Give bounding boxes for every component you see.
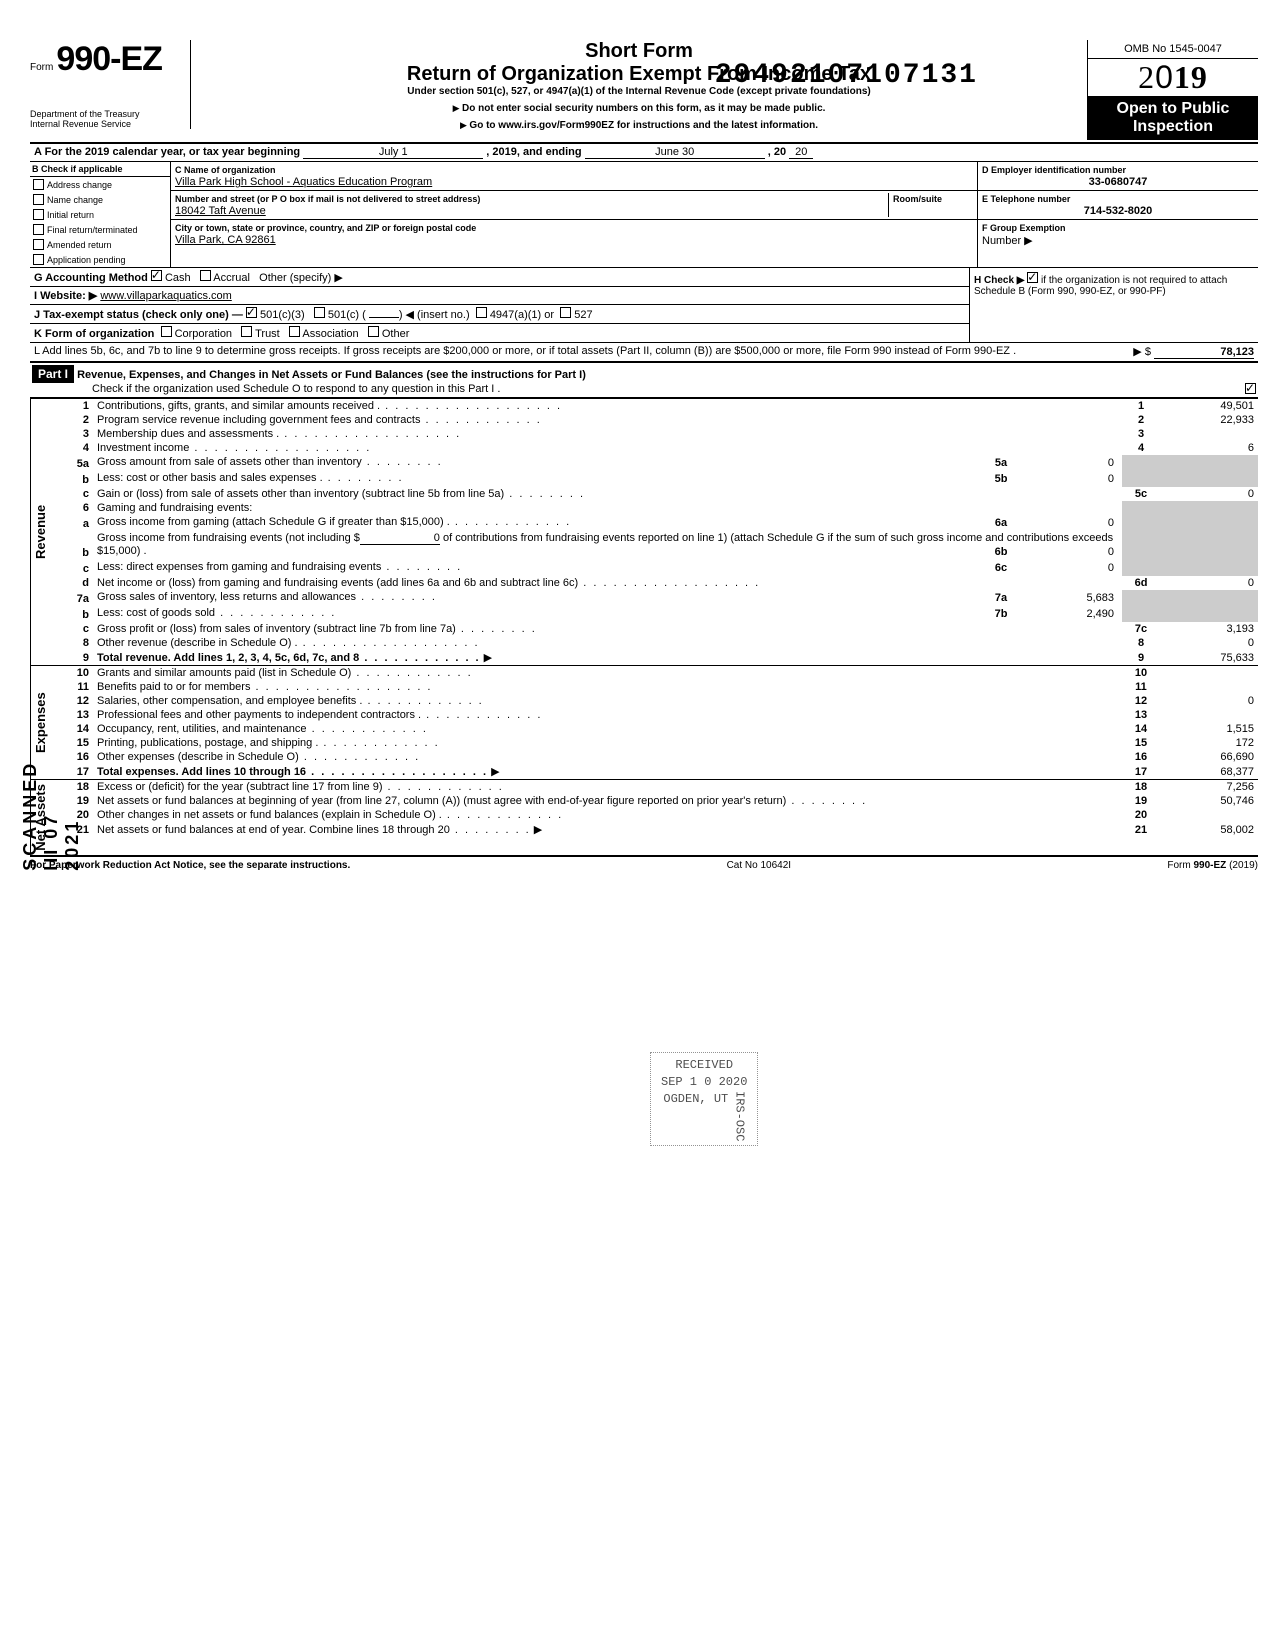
- chk-schedO[interactable]: [1245, 383, 1256, 394]
- received-stamp: RECEIVED SEP 1 0 2020 IRS-OSC OGDEN, UT: [650, 1052, 758, 1146]
- col-b: B Check if applicable Address change Nam…: [30, 162, 171, 267]
- form-header: Form 990-EZ Department of the Treasury I…: [30, 40, 1258, 144]
- chk-cash[interactable]: [151, 270, 162, 281]
- revenue-section: Revenue 1Contributions, gifts, grants, a…: [30, 398, 1258, 665]
- chk-501c[interactable]: [314, 307, 325, 318]
- omb-no: OMB No 1545-0047: [1088, 40, 1258, 59]
- tax-year: 20201919: [1088, 59, 1258, 96]
- h-label: H Check ▶: [974, 275, 1024, 286]
- street: 18042 Taft Avenue: [175, 205, 266, 217]
- line-a-suf-yr: 20: [789, 146, 813, 159]
- city-label: City or town, state or province, country…: [175, 223, 476, 233]
- k-label: K Form of organization: [34, 328, 154, 340]
- chk-final-return[interactable]: Final return/terminated: [30, 222, 170, 237]
- expenses-section: Expenses 10Grants and similar amounts pa…: [30, 665, 1258, 779]
- form-number-box: Form 990-EZ Department of the Treasury I…: [30, 40, 191, 129]
- caution-ssn: Do not enter social security numbers on …: [201, 103, 1077, 114]
- line-a: A For the 2019 calendar year, or tax yea…: [30, 144, 1258, 162]
- form-990ez: 29492107107131 SCANNED III 07 2021 Form …: [30, 40, 1258, 871]
- g-label: G Accounting Method: [34, 272, 148, 284]
- chk-address-change[interactable]: Address change: [30, 177, 170, 192]
- chk-accrual[interactable]: [200, 270, 211, 281]
- stamp-number: 29492107107131: [715, 60, 978, 91]
- netassets-label: Net Assets: [30, 780, 55, 855]
- footer-right: Form 990-EZ (2019): [1167, 860, 1258, 871]
- chk-4947[interactable]: [476, 307, 487, 318]
- g-other: Other (specify) ▶: [259, 272, 343, 284]
- line-a-suf: , 20: [768, 146, 786, 158]
- dept-treasury: Department of the Treasury Internal Reve…: [30, 79, 180, 129]
- website: www.villaparkaquatics.com: [100, 290, 231, 302]
- part-1-header: Part I Revenue, Expenses, and Changes in…: [30, 362, 1258, 398]
- revenue-table: 1Contributions, gifts, grants, and simil…: [55, 399, 1258, 665]
- b-header: B Check if applicable: [32, 164, 123, 174]
- l-value: 78,123: [1154, 346, 1254, 359]
- footer-mid: Cat No 10642I: [727, 860, 792, 871]
- open-public: Open to Public Inspection: [1088, 96, 1258, 140]
- c-label: C Name of organization: [175, 165, 276, 175]
- line-i: I Website: ▶ www.villaparkaquatics.com: [30, 287, 969, 305]
- chk-assoc[interactable]: [289, 326, 300, 337]
- received-l3: IRS-OSC: [731, 1091, 748, 1141]
- line-j: J Tax-exempt status (check only one) — 5…: [30, 305, 969, 324]
- line-a-begin: July 1: [303, 146, 483, 159]
- netassets-table: 18Excess or (deficit) for the year (subt…: [55, 780, 1258, 837]
- col-d: D Employer identification number 33-0680…: [978, 162, 1258, 267]
- line-l: L Add lines 5b, 6c, and 7b to line 9 to …: [30, 343, 1258, 362]
- city: Villa Park, CA 92861: [175, 234, 276, 246]
- line-a-end: June 30: [585, 146, 765, 159]
- chk-trust[interactable]: [241, 326, 252, 337]
- received-l1: RECEIVED: [661, 1057, 747, 1074]
- chk-h[interactable]: [1027, 272, 1038, 283]
- info-grid: B Check if applicable Address change Nam…: [30, 162, 1258, 268]
- chk-initial-return[interactable]: Initial return: [30, 207, 170, 222]
- chk-501c3[interactable]: [246, 307, 257, 318]
- addr-label: Number and street (or P O box if mail is…: [175, 194, 480, 204]
- l-text: L Add lines 5b, 6c, and 7b to line 9 to …: [34, 345, 1054, 359]
- f-label: F Group Exemption: [982, 223, 1066, 233]
- received-l2: SEP 1 0 2020: [661, 1074, 747, 1091]
- revenue-label: Revenue: [30, 399, 55, 665]
- d-label: D Employer identification number: [982, 165, 1126, 175]
- chk-name-change[interactable]: Name change: [30, 192, 170, 207]
- col-c: C Name of organization Villa Park High S…: [171, 162, 978, 267]
- footer: For Paperwork Reduction Act Notice, see …: [30, 857, 1258, 871]
- line-a-pre: A For the 2019 calendar year, or tax yea…: [34, 146, 300, 158]
- form-word: Form: [30, 62, 53, 73]
- j-label: J Tax-exempt status (check only one) —: [34, 309, 243, 321]
- ein: 33-0680747: [982, 176, 1254, 188]
- chk-other[interactable]: [368, 326, 379, 337]
- caution-instructions: Go to www.irs.gov/Form990EZ for instruct…: [201, 120, 1077, 131]
- line-k: K Form of organization Corporation Trust…: [30, 324, 969, 342]
- chk-527[interactable]: [560, 307, 571, 318]
- org-name: Villa Park High School - Aquatics Educat…: [175, 176, 432, 188]
- right-box: OMB No 1545-0047 20201919 Open to Public…: [1087, 40, 1258, 140]
- line-g: G Accounting Method Cash Accrual Other (…: [30, 268, 969, 287]
- chk-amended-return[interactable]: Amended return: [30, 237, 170, 252]
- l-arrow: ▶ $: [1133, 346, 1151, 358]
- part-1-title: Revenue, Expenses, and Changes in Net As…: [77, 369, 586, 381]
- line-a-mid: , 2019, and ending: [486, 146, 581, 158]
- form-number: 990-EZ: [56, 40, 162, 78]
- expenses-table: 10Grants and similar amounts paid (list …: [55, 666, 1258, 779]
- f-label2: Number ▶: [982, 235, 1033, 247]
- netassets-section: Net Assets 18Excess or (deficit) for the…: [30, 779, 1258, 857]
- i-label: I Website: ▶: [34, 290, 97, 302]
- part-1-badge: Part I: [32, 365, 74, 383]
- chk-corp[interactable]: [161, 326, 172, 337]
- phone: 714-532-8020: [982, 205, 1254, 217]
- chk-application-pending[interactable]: Application pending: [30, 252, 170, 267]
- schedO-text: Check if the organization used Schedule …: [32, 383, 500, 395]
- room-label: Room/suite: [893, 194, 942, 204]
- line-h: H Check ▶ if the organization is not req…: [969, 268, 1258, 342]
- e-label: E Telephone number: [982, 194, 1070, 204]
- expenses-label: Expenses: [30, 666, 55, 779]
